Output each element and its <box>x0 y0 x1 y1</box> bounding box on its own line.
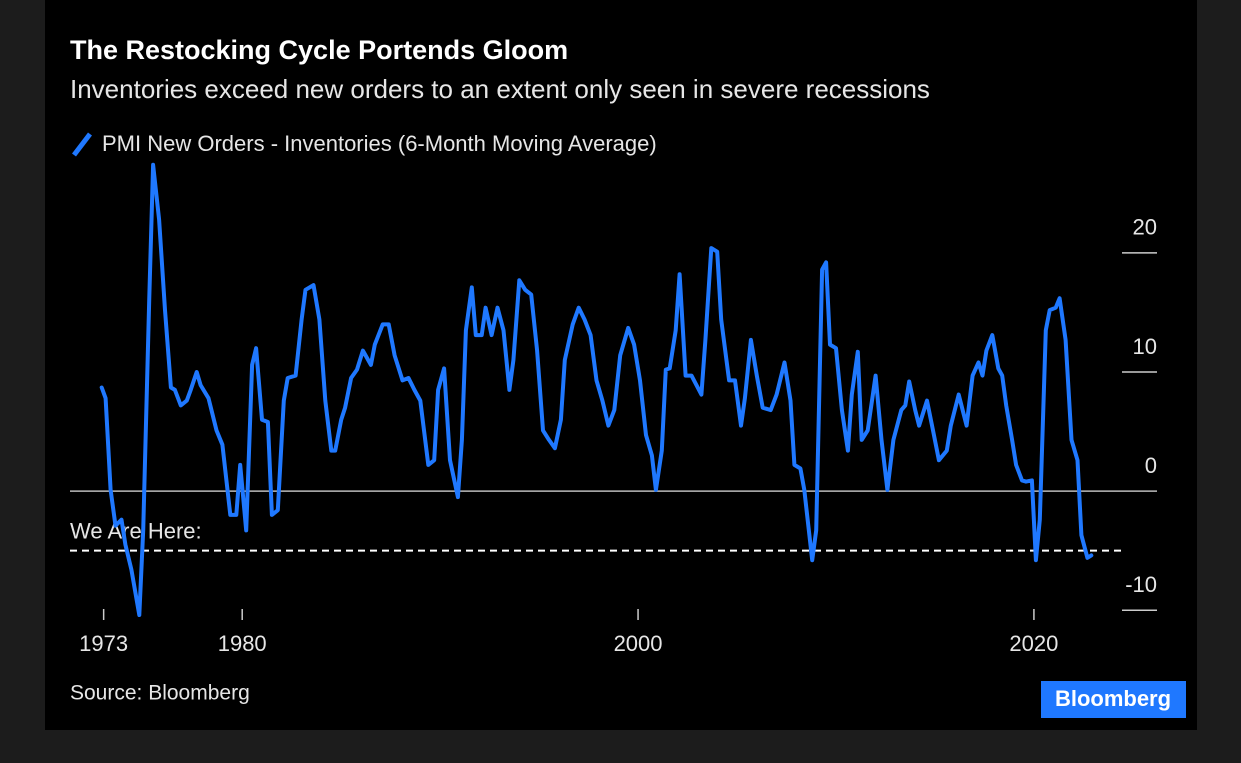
reference-label: We Are Here: <box>70 518 202 543</box>
legend-label: PMI New Orders - Inventories (6-Month Mo… <box>102 131 657 156</box>
source: Source: Bloomberg <box>70 682 250 705</box>
y-tick-label: 20 <box>1133 215 1157 240</box>
y-tick-label: -10 <box>1125 572 1157 597</box>
x-tick-label: 2020 <box>1009 631 1058 656</box>
chart-title: The Restocking Cycle Portends Gloom <box>70 35 568 65</box>
y-tick-label: 0 <box>1145 453 1157 478</box>
x-tick-label: 1980 <box>218 631 267 656</box>
chart-subtitle: Inventories exceed new orders to an exte… <box>70 74 930 104</box>
logo: Bloomberg <box>1055 686 1171 711</box>
y-tick-label: 10 <box>1133 334 1157 359</box>
x-tick-label: 2000 <box>614 631 663 656</box>
x-tick-label: 1973 <box>79 631 128 656</box>
logo-box <box>1041 681 1186 718</box>
series-line <box>99 162 1094 617</box>
legend-swatch <box>72 132 92 157</box>
